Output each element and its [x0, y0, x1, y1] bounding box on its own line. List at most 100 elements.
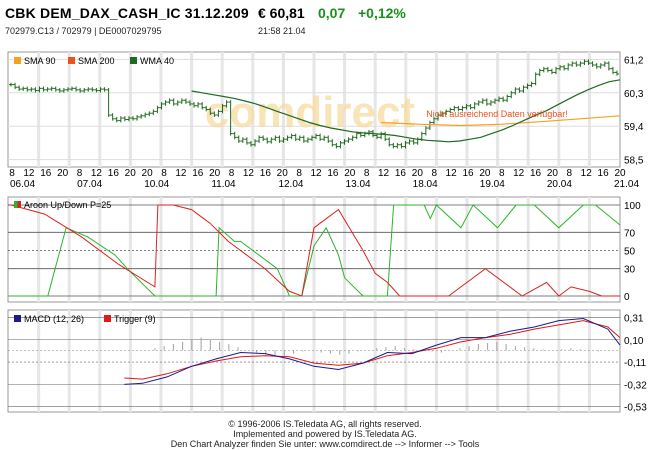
gridline-vertical [251, 197, 255, 302]
legend-entry: Trigger (9) [114, 314, 156, 324]
aroon-y-tick-label: 50 [624, 247, 636, 258]
footer-link[interactable]: Den Chart Analyzer finden Sie unter: www… [170, 439, 480, 449]
x-tick-hour: 20 [412, 168, 424, 179]
x-tick-hour: 12 [310, 168, 322, 179]
x-tick-hour: 20 [277, 168, 289, 179]
legend-swatch [14, 315, 21, 322]
legend-swatch [14, 57, 21, 64]
gridline-vertical [190, 197, 194, 302]
gridline-vertical [312, 310, 316, 412]
x-tick-hour: 20 [57, 168, 69, 179]
gridline-vertical [557, 310, 561, 412]
gridline-vertical [526, 310, 530, 412]
legend-entry: SMA 200 [78, 56, 115, 66]
x-tick-hour: 16 [40, 168, 52, 179]
x-tick-hour: 16 [260, 168, 272, 179]
price-y-tick-label: 58,5 [624, 156, 644, 167]
wma40-line [191, 79, 621, 143]
gridline-vertical [159, 197, 163, 302]
aroon-y-tick-label: 100 [624, 201, 641, 212]
gridline-vertical [281, 197, 285, 302]
gridline-vertical [496, 310, 500, 412]
gridline-vertical [251, 310, 255, 412]
macd-line [124, 317, 621, 385]
gridline-vertical [465, 310, 469, 412]
gridline-vertical [404, 310, 408, 412]
gridline-vertical [37, 310, 41, 412]
gridline-vertical [220, 310, 224, 412]
sma90-line [381, 115, 621, 127]
insufficient-data-notice: Nicht ausreichend Daten verfügbar! [426, 109, 568, 119]
gridline-vertical [496, 52, 500, 167]
footer-copyright: © 1996-2006 IS.Teledata AG, all rights r… [228, 419, 422, 429]
x-tick-hour: 20 [614, 168, 626, 179]
gridline-vertical [587, 310, 591, 412]
x-tick-hour: 20 [125, 168, 137, 179]
legend-swatch [14, 201, 18, 208]
gridline-vertical [128, 197, 132, 302]
x-tick-date: 07.04 [77, 179, 102, 190]
gridline-vertical [526, 52, 530, 167]
legend-entry: SMA 90 [24, 56, 56, 66]
gridline-vertical [190, 52, 194, 167]
macd-y-tick-label: -0,32 [624, 380, 647, 391]
gridline-vertical [190, 310, 194, 412]
aroon-down-line [8, 204, 620, 297]
x-tick-date: 06.04 [10, 179, 35, 190]
x-tick-hour: 12 [378, 168, 390, 179]
x-tick-hour: 12 [175, 168, 187, 179]
macd-y-tick-label: -0,53 [624, 403, 647, 414]
watermark-logo: comdirect [205, 88, 416, 137]
x-tick-hour: 20 [142, 168, 154, 179]
gridline-vertical [434, 310, 438, 412]
x-tick-hour: 16 [192, 168, 204, 179]
gridline-vertical [312, 197, 316, 302]
x-tick-hour: 20 [344, 168, 356, 179]
legend-entry: WMA 40 [140, 56, 174, 66]
gridline-vertical [67, 197, 71, 302]
price-y-tick-label: 61,2 [624, 55, 644, 66]
x-tick-hour: 20 [479, 168, 491, 179]
gridline-vertical [434, 52, 438, 167]
price-change: 0,07 [318, 5, 346, 21]
gridline-vertical [159, 310, 163, 412]
x-tick-hour: 12 [446, 168, 458, 179]
page-title: CBK DEM_DAX_CASH_IC 31.12.209 [5, 5, 249, 21]
x-tick-date: 10.04 [144, 179, 169, 190]
gridline-vertical [98, 310, 102, 412]
gridline-vertical [128, 52, 132, 167]
aroon-y-tick-label: 70 [624, 228, 636, 239]
x-tick-date: 19.04 [480, 179, 505, 190]
gridline-vertical [343, 310, 347, 412]
x-tick-date: 18.04 [413, 179, 438, 190]
gridline-vertical [251, 52, 255, 167]
x-tick-hour: 16 [598, 168, 610, 179]
aroon-y-tick-label: 30 [624, 265, 636, 276]
x-tick-date: 12.04 [278, 179, 303, 190]
gridline-vertical [281, 52, 285, 167]
x-tick-date: 11.04 [211, 179, 236, 190]
legend-swatch [130, 57, 137, 64]
x-tick-hour: 16 [108, 168, 120, 179]
legend-swatch [68, 57, 75, 64]
x-tick-hour: 16 [395, 168, 407, 179]
gridline-vertical [281, 310, 285, 412]
price-y-tick-label: 59,4 [624, 122, 644, 133]
gridline-vertical [557, 197, 561, 302]
x-tick-hour: 8 [161, 168, 167, 179]
legend-entry: Aroon Up/Down P=25 [24, 200, 111, 210]
gridline-vertical [67, 52, 71, 167]
gridline-vertical [220, 197, 224, 302]
macd-y-tick-label: -0,11 [624, 358, 646, 369]
x-tick-hour: 16 [530, 168, 542, 179]
gridline-vertical [404, 52, 408, 167]
gridline-vertical [526, 197, 530, 302]
gridline-vertical [343, 197, 347, 302]
x-tick-hour: 8 [229, 168, 235, 179]
price-y-tick-label: 60,3 [624, 89, 644, 100]
macd-y-tick-label: 0,31 [624, 313, 644, 324]
gridline-vertical [373, 52, 377, 167]
gridline-vertical [496, 197, 500, 302]
gridline-vertical [37, 197, 41, 302]
